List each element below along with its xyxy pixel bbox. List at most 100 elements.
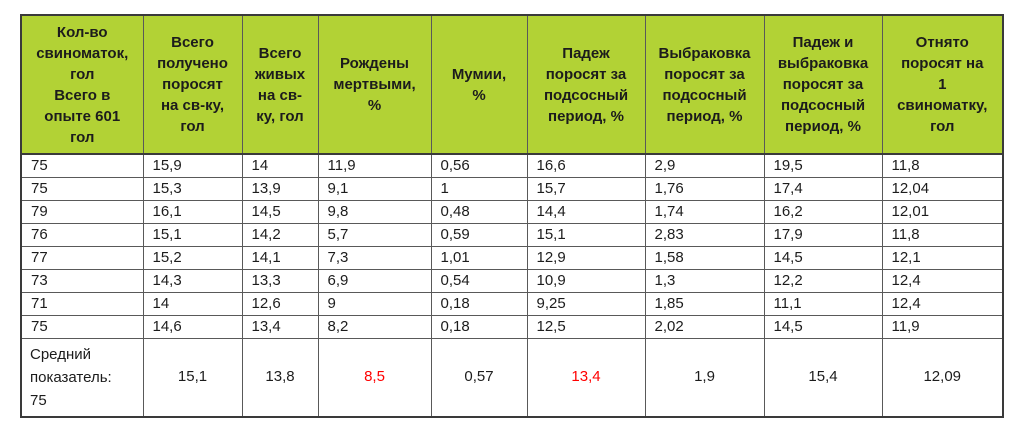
table-cell: 1,3 [644, 268, 765, 293]
table-cell: 2,02 [644, 314, 765, 339]
average-cell: 15,4 [763, 337, 883, 418]
table-cell: 6,9 [317, 268, 432, 293]
table-cell: 12,2 [763, 268, 883, 293]
table-cell: 15,9 [142, 153, 243, 178]
table-cell: 14,6 [142, 314, 243, 339]
table-cell: 11,8 [881, 222, 1004, 247]
table-cell: 71 [20, 291, 144, 316]
table-row: 73 14,3 13,3 6,9 0,54 10,9 1,3 12,2 12,4 [20, 268, 1004, 293]
table-cell: 16,2 [763, 199, 883, 224]
table-cell: 9,25 [526, 291, 646, 316]
average-cell: 12,09 [881, 337, 1004, 418]
column-header-sow-count: Кол-во свиноматок, гол Всего в опыте 601… [20, 14, 144, 155]
table-cell: 14,1 [241, 245, 319, 270]
table-cell: 0,18 [430, 291, 528, 316]
table-cell: 2,9 [644, 153, 765, 178]
table-cell: 12,6 [241, 291, 319, 316]
table-cell: 15,1 [526, 222, 646, 247]
table-row: 76 15,1 14,2 5,7 0,59 15,1 2,83 17,9 11,8 [20, 222, 1004, 247]
table-cell: 1,74 [644, 199, 765, 224]
table-cell: 9,8 [317, 199, 432, 224]
table-cell: 76 [20, 222, 144, 247]
average-row-label: Средний показатель: 75 [20, 337, 144, 418]
table-cell: 12,01 [881, 199, 1004, 224]
table-cell: 5,7 [317, 222, 432, 247]
column-header-born-alive: Всего живых на св- ку, гол [241, 14, 319, 155]
table-cell: 0,48 [430, 199, 528, 224]
column-header-mortality-culling: Падеж и выбраковка поросят за подсосный … [763, 14, 883, 155]
table-cell: 75 [20, 314, 144, 339]
table-cell: 12,5 [526, 314, 646, 339]
table-row: 77 15,2 14,1 7,3 1,01 12,9 1,58 14,5 12,1 [20, 245, 1004, 270]
table-cell: 11,8 [881, 153, 1004, 178]
table-cell: 79 [20, 199, 144, 224]
table-cell: 17,4 [763, 176, 883, 201]
table-cell: 19,5 [763, 153, 883, 178]
header-row: Кол-во свиноматок, гол Всего в опыте 601… [20, 14, 1004, 155]
average-row: Средний показатель: 75 15,1 13,8 8,5 0,57 13,… [20, 337, 1004, 418]
table-cell: 0,18 [430, 314, 528, 339]
table-cell: 13,9 [241, 176, 319, 201]
table-cell: 1,01 [430, 245, 528, 270]
table-cell: 11,9 [881, 314, 1004, 339]
table-cell: 12,04 [881, 176, 1004, 201]
column-header-total-piglets: Всего получено поросят на св-ку, гол [142, 14, 243, 155]
table-cell: 15,7 [526, 176, 646, 201]
average-cell: 0,57 [430, 337, 528, 418]
table-cell: 1 [430, 176, 528, 201]
average-cell: 1,9 [644, 337, 765, 418]
table-cell: 16,6 [526, 153, 646, 178]
table-cell: 12,1 [881, 245, 1004, 270]
table-cell: 14,2 [241, 222, 319, 247]
table-cell: 15,3 [142, 176, 243, 201]
table-cell: 1,85 [644, 291, 765, 316]
table-cell: 15,1 [142, 222, 243, 247]
column-header-stillborn: Рождены мертвыми, % [317, 14, 432, 155]
table-cell: 14,5 [763, 314, 883, 339]
table-cell: 0,59 [430, 222, 528, 247]
table-body: 75 15,9 14 11,9 0,56 16,6 2,9 19,5 11,8 75 15,3 13,… [20, 153, 1004, 418]
table-cell: 12,9 [526, 245, 646, 270]
column-header-weaned-per-sow: Отнято поросят на 1 свиноматку, гол [881, 14, 1004, 155]
sow-productivity-table: Кол-во свиноматок, гол Всего в опыте 601… [20, 14, 1004, 419]
table-cell: 77 [20, 245, 144, 270]
table-cell: 14 [241, 153, 319, 178]
table-cell: 11,1 [763, 291, 883, 316]
table-cell: 1,58 [644, 245, 765, 270]
table-cell: 0,56 [430, 153, 528, 178]
table-cell: 9,1 [317, 176, 432, 201]
average-cell: 15,1 [142, 337, 243, 418]
table-cell: 13,3 [241, 268, 319, 293]
table-cell: 11,9 [317, 153, 432, 178]
table-cell: 14,5 [241, 199, 319, 224]
table-cell: 12,4 [881, 291, 1004, 316]
average-cell: 13,8 [241, 337, 319, 418]
table-cell: 1,76 [644, 176, 765, 201]
column-header-culling: Выбраковка поросят за подсосный период, … [644, 14, 765, 155]
table-cell: 12,4 [881, 268, 1004, 293]
table-cell: 14,4 [526, 199, 646, 224]
table-cell: 14 [142, 291, 243, 316]
table-row: 75 15,3 13,9 9,1 1 15,7 1,76 17,4 12,04 [20, 176, 1004, 201]
table-cell: 16,1 [142, 199, 243, 224]
table-cell: 10,9 [526, 268, 646, 293]
table-cell: 75 [20, 153, 144, 178]
table-cell: 73 [20, 268, 144, 293]
table-cell: 14,5 [763, 245, 883, 270]
table-cell: 14,3 [142, 268, 243, 293]
table-cell: 7,3 [317, 245, 432, 270]
table-cell: 2,83 [644, 222, 765, 247]
table-row: 75 15,9 14 11,9 0,56 16,6 2,9 19,5 11,8 [20, 153, 1004, 178]
table-cell: 75 [20, 176, 144, 201]
table-cell: 0,54 [430, 268, 528, 293]
column-header-mummies: Мумии, % [430, 14, 528, 155]
table-row: 79 16,1 14,5 9,8 0,48 14,4 1,74 16,2 12,01 [20, 199, 1004, 224]
table-row: 71 14 12,6 9 0,18 9,25 1,85 11,1 12,4 [20, 291, 1004, 316]
table-cell: 8,2 [317, 314, 432, 339]
table-cell: 17,9 [763, 222, 883, 247]
table-cell: 15,2 [142, 245, 243, 270]
table-row: 75 14,6 13,4 8,2 0,18 12,5 2,02 14,5 11,9 [20, 314, 1004, 339]
average-cell-highlighted: 8,5 [317, 337, 432, 418]
column-header-mortality: Падеж поросят за подсосный период, % [526, 14, 646, 155]
table-cell: 13,4 [241, 314, 319, 339]
